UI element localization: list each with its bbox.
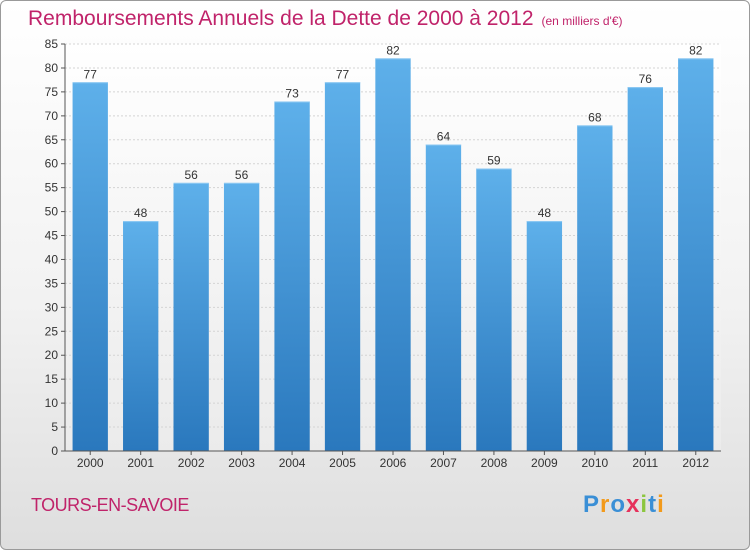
y-tick-label: 0 bbox=[51, 444, 58, 458]
x-tick-label: 2006 bbox=[380, 456, 407, 470]
x-tick-label: 2012 bbox=[682, 456, 709, 470]
proxiti-logo: Proxiti bbox=[583, 491, 665, 519]
x-tick-label: 2000 bbox=[77, 456, 104, 470]
bar bbox=[123, 221, 159, 451]
y-tick-label: 30 bbox=[45, 300, 59, 314]
y-tick-label: 35 bbox=[45, 276, 59, 290]
y-tick-label: 85 bbox=[45, 37, 59, 51]
data-label: 82 bbox=[386, 43, 400, 57]
bar bbox=[274, 101, 310, 451]
y-tick-label: 25 bbox=[45, 324, 59, 338]
data-label: 64 bbox=[437, 130, 451, 144]
x-tick-label: 2001 bbox=[127, 456, 154, 470]
y-tick-label: 40 bbox=[45, 252, 59, 266]
x-tick-label: 2010 bbox=[581, 456, 608, 470]
data-label: 68 bbox=[588, 110, 602, 124]
bar bbox=[173, 182, 209, 451]
data-label: 59 bbox=[487, 153, 501, 167]
y-tick-label: 65 bbox=[45, 133, 59, 147]
y-tick-label: 75 bbox=[45, 85, 59, 99]
bar bbox=[476, 168, 512, 451]
x-tick-label: 2004 bbox=[279, 456, 306, 470]
logo-letter: r bbox=[600, 491, 611, 518]
data-label: 77 bbox=[336, 67, 350, 81]
y-tick-label: 5 bbox=[51, 420, 58, 434]
x-tick-label: 2005 bbox=[329, 456, 356, 470]
bar bbox=[627, 87, 663, 451]
y-tick-label: 45 bbox=[45, 229, 59, 243]
data-label: 76 bbox=[639, 72, 653, 86]
x-tick-label: 2002 bbox=[178, 456, 205, 470]
chart-title: Remboursements Annuels de la Dette de 20… bbox=[28, 7, 623, 31]
town-name: TOURS-EN-SAVOIE bbox=[31, 495, 189, 515]
y-tick-label: 55 bbox=[45, 181, 59, 195]
bar bbox=[375, 58, 411, 451]
x-tick-label: 2003 bbox=[228, 456, 255, 470]
x-tick-label: 2008 bbox=[481, 456, 508, 470]
bar bbox=[526, 221, 563, 451]
bar bbox=[577, 125, 613, 452]
x-tick-label: 2007 bbox=[430, 456, 457, 470]
bar bbox=[72, 82, 108, 452]
logo-letter: t bbox=[648, 491, 658, 518]
logo-letter: o bbox=[610, 491, 627, 518]
logo-letter: x bbox=[626, 491, 641, 518]
y-tick-label: 20 bbox=[45, 348, 59, 362]
unit-note: (en milliers d'€) bbox=[541, 14, 623, 28]
data-label: 77 bbox=[84, 67, 98, 81]
y-tick-label: 15 bbox=[45, 372, 59, 386]
y-tick-label: 60 bbox=[45, 157, 59, 171]
data-label: 73 bbox=[285, 86, 299, 100]
data-label: 56 bbox=[235, 168, 249, 182]
bar bbox=[425, 144, 462, 451]
bar bbox=[223, 182, 260, 451]
bar bbox=[678, 58, 714, 451]
x-tick-label: 2009 bbox=[531, 456, 558, 470]
x-tick-label: 2011 bbox=[632, 456, 658, 470]
logo-letter: i bbox=[657, 491, 665, 518]
y-tick-label: 10 bbox=[45, 396, 59, 410]
title-text: Remboursements Annuels de la Dette de 20… bbox=[28, 7, 534, 30]
data-label: 48 bbox=[538, 206, 552, 220]
logo-letter: P bbox=[583, 491, 601, 518]
data-label: 82 bbox=[689, 43, 703, 57]
y-tick-label: 50 bbox=[45, 205, 59, 219]
data-label: 48 bbox=[134, 206, 148, 220]
data-label: 56 bbox=[184, 168, 198, 182]
y-tick-label: 70 bbox=[45, 109, 59, 123]
logo-letter: i bbox=[640, 491, 649, 518]
bar bbox=[324, 82, 361, 452]
y-tick-label: 80 bbox=[45, 61, 59, 75]
